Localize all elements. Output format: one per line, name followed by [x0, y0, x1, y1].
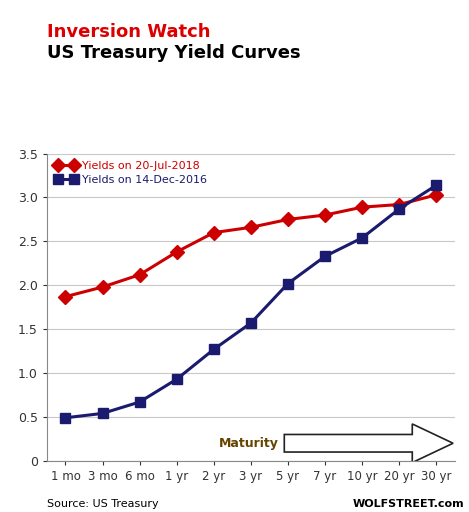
Yields on 14-Dec-2016	[248, 320, 254, 326]
Yields on 20-Jul-2018	[100, 284, 106, 290]
Yields on 14-Dec-2016	[359, 235, 365, 241]
Yields on 20-Jul-2018	[322, 212, 328, 218]
Line: Yields on 14-Dec-2016: Yields on 14-Dec-2016	[61, 180, 441, 422]
Yields on 14-Dec-2016	[174, 376, 180, 382]
Text: Maturity: Maturity	[219, 437, 279, 450]
Yields on 20-Jul-2018	[248, 224, 254, 230]
Yields on 14-Dec-2016	[137, 399, 143, 405]
Yields on 14-Dec-2016	[100, 410, 106, 416]
Yields on 14-Dec-2016	[285, 281, 291, 287]
Yields on 14-Dec-2016	[211, 346, 217, 352]
Yields on 20-Jul-2018	[433, 192, 439, 198]
Polygon shape	[284, 424, 453, 462]
Text: US Treasury Yield Curves: US Treasury Yield Curves	[47, 44, 301, 61]
Yields on 20-Jul-2018	[211, 229, 217, 236]
Yields on 20-Jul-2018	[396, 201, 402, 207]
Yields on 20-Jul-2018	[63, 293, 68, 300]
Yields on 14-Dec-2016	[396, 206, 402, 212]
Yields on 14-Dec-2016	[63, 415, 68, 421]
Yields on 14-Dec-2016	[433, 182, 439, 188]
Legend: Yields on 20-Jul-2018, Yields on 14-Dec-2016: Yields on 20-Jul-2018, Yields on 14-Dec-…	[53, 159, 210, 187]
Text: Source: US Treasury: Source: US Treasury	[47, 499, 159, 509]
Line: Yields on 20-Jul-2018: Yields on 20-Jul-2018	[61, 190, 441, 302]
Yields on 20-Jul-2018	[285, 217, 291, 223]
Text: Inversion Watch: Inversion Watch	[47, 23, 211, 41]
Yields on 20-Jul-2018	[137, 272, 143, 278]
Yields on 14-Dec-2016	[322, 253, 328, 260]
Text: WOLFSTREET.com: WOLFSTREET.com	[353, 499, 464, 509]
Yields on 20-Jul-2018	[359, 204, 365, 210]
Yields on 20-Jul-2018	[174, 249, 180, 255]
